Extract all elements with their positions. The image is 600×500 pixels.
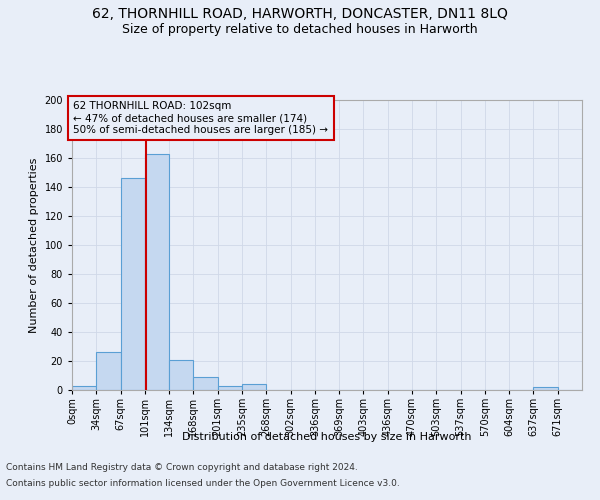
Y-axis label: Number of detached properties: Number of detached properties	[29, 158, 39, 332]
Text: Contains public sector information licensed under the Open Government Licence v3: Contains public sector information licen…	[6, 478, 400, 488]
Bar	[72, 386, 96, 390]
Bar	[242, 384, 266, 390]
Text: Distribution of detached houses by size in Harworth: Distribution of detached houses by size …	[182, 432, 472, 442]
Bar	[218, 386, 242, 390]
Bar	[193, 377, 218, 390]
Text: 62, THORNHILL ROAD, HARWORTH, DONCASTER, DN11 8LQ: 62, THORNHILL ROAD, HARWORTH, DONCASTER,…	[92, 8, 508, 22]
Text: 62 THORNHILL ROAD: 102sqm
← 47% of detached houses are smaller (174)
50% of semi: 62 THORNHILL ROAD: 102sqm ← 47% of detac…	[73, 102, 328, 134]
Bar	[96, 352, 121, 390]
Text: Size of property relative to detached houses in Harworth: Size of property relative to detached ho…	[122, 22, 478, 36]
Bar	[169, 360, 193, 390]
Bar	[121, 178, 145, 390]
Text: Contains HM Land Registry data © Crown copyright and database right 2024.: Contains HM Land Registry data © Crown c…	[6, 464, 358, 472]
Bar	[145, 154, 169, 390]
Bar	[533, 387, 558, 390]
